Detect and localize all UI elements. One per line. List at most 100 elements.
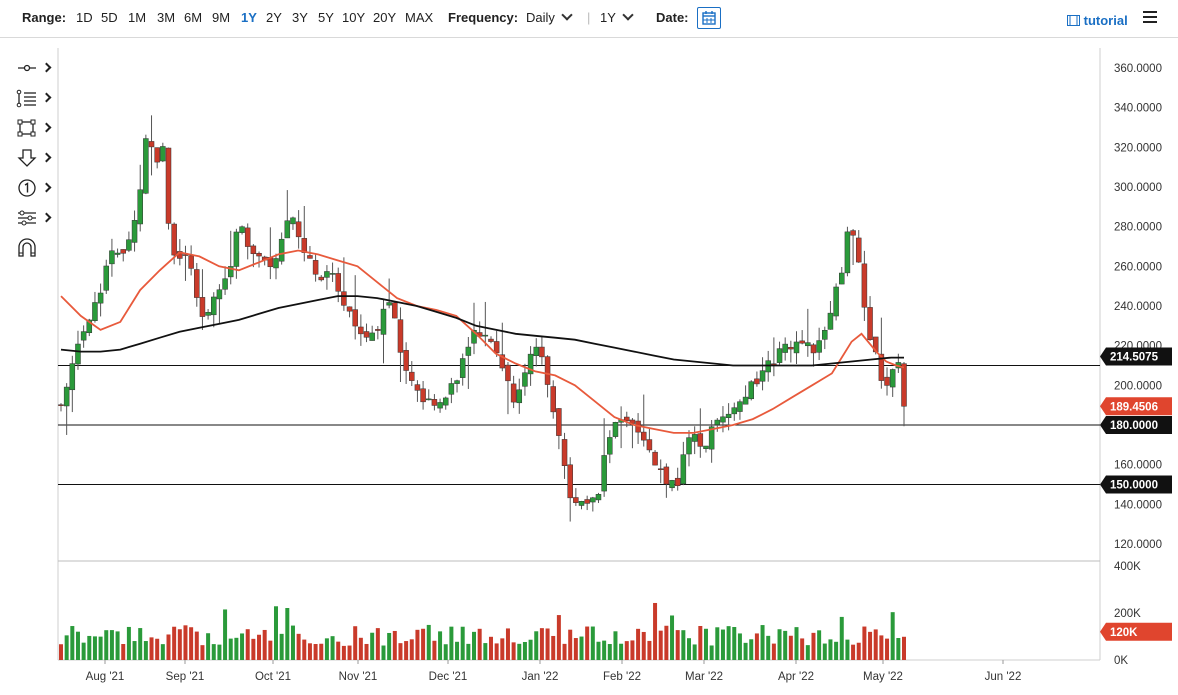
range-button-6m[interactable]: 6M <box>184 10 203 25</box>
volume-bar <box>505 628 510 660</box>
candle-body <box>737 401 743 412</box>
volume-bar <box>556 615 561 660</box>
volume-bar <box>822 643 827 660</box>
hamburger-menu-icon[interactable] <box>1143 11 1157 23</box>
level-price-tag: 180.0000 <box>1100 416 1172 434</box>
range-button-5d[interactable]: 5D <box>101 10 118 25</box>
volume-bar <box>545 628 550 660</box>
candle-body <box>329 273 336 275</box>
volume-bar <box>585 626 590 660</box>
candle-body <box>510 383 517 403</box>
candle-body <box>640 431 647 441</box>
candle-body <box>793 341 800 354</box>
range-button-9m[interactable]: 9M <box>212 10 231 25</box>
volume-bar <box>262 629 267 660</box>
candle-body <box>63 386 70 407</box>
arrow-marker-tool[interactable] <box>14 148 54 170</box>
range-button-1y[interactable]: 1Y <box>241 10 257 25</box>
volume-bar <box>155 638 160 660</box>
volume-bar <box>613 631 618 660</box>
range-button-3m[interactable]: 3M <box>157 10 176 25</box>
candle-body <box>114 252 121 255</box>
candle-body <box>754 378 760 385</box>
volume-bar <box>590 626 595 660</box>
volume-bar <box>602 640 607 660</box>
volume-bar <box>698 625 703 660</box>
volume-bar <box>115 631 120 660</box>
candle-body <box>590 497 596 503</box>
volume-bar <box>296 633 301 660</box>
price-tag-bg <box>1100 347 1172 366</box>
volume-bar <box>324 638 329 660</box>
candle-body <box>256 252 262 257</box>
range-button-1d[interactable]: 1D <box>76 10 93 25</box>
volume-bar <box>783 630 788 660</box>
candle-body <box>471 329 477 344</box>
price-tag-bg <box>1100 475 1172 494</box>
candle-body <box>420 388 426 403</box>
candle-body <box>595 494 602 501</box>
volume-bar <box>330 636 335 660</box>
candle-body <box>855 237 862 263</box>
x-tick-label: Apr '22 <box>778 671 814 683</box>
volume-bar <box>873 629 878 660</box>
volume-bar <box>268 640 273 660</box>
volume-bar <box>449 626 454 660</box>
range-button-2y[interactable]: 2Y <box>266 10 282 25</box>
number-marker-tool[interactable] <box>14 178 54 200</box>
range-button-3y[interactable]: 3Y <box>292 10 308 25</box>
volume-bar <box>87 635 92 660</box>
date-picker-button[interactable] <box>697 7 721 29</box>
candle-body <box>109 250 115 265</box>
candle-body <box>250 245 257 255</box>
range-button-1m[interactable]: 1M <box>128 10 147 25</box>
candle-body <box>703 445 709 449</box>
volume-bar <box>172 626 177 660</box>
candle-body <box>505 364 511 382</box>
volume-bar <box>687 638 692 660</box>
tutorial-link[interactable]: tutorial <box>1067 13 1128 28</box>
shapes-tool[interactable] <box>14 118 54 140</box>
volume-bar <box>528 639 533 660</box>
trend-lines-tool[interactable] <box>14 88 54 110</box>
period-select[interactable]: 1Y <box>600 9 634 26</box>
candle-body <box>556 408 562 436</box>
x-tick-label: Feb '22 <box>603 671 641 683</box>
candle-body <box>312 260 319 275</box>
crosshair-tool[interactable] <box>14 58 54 80</box>
candle-body <box>607 437 613 455</box>
candle-body <box>742 396 749 405</box>
range-button-5y[interactable]: 5Y <box>318 10 334 25</box>
candle-body <box>431 399 438 406</box>
candle-body <box>324 271 330 278</box>
candle-body <box>708 426 715 450</box>
magnet-tool[interactable] <box>14 238 54 260</box>
volume-bar <box>636 628 641 660</box>
x-tick-label: May '22 <box>863 671 903 683</box>
volume-bar <box>336 641 341 660</box>
frequency-select[interactable]: Daily <box>526 9 573 26</box>
range-button-max[interactable]: MAX <box>405 10 434 25</box>
candle-body <box>346 306 353 312</box>
volume-bar <box>432 640 437 660</box>
candle-body <box>103 265 110 291</box>
volume-bar <box>856 642 861 660</box>
range-button-20y[interactable]: 20Y <box>373 10 397 25</box>
volume-bar <box>364 643 369 660</box>
candles <box>58 115 907 522</box>
candle-body <box>522 372 528 387</box>
candle-body <box>714 419 721 425</box>
volume-bar <box>851 644 856 660</box>
candle-body <box>782 343 788 353</box>
price-tag-label: 189.4506 <box>1110 401 1158 413</box>
range-button-10y[interactable]: 10Y <box>342 10 366 25</box>
frequency-label: Frequency: <box>448 10 519 25</box>
indicator-settings-tool[interactable] <box>14 208 54 230</box>
volume-bar <box>313 644 318 660</box>
volume-bar <box>619 643 624 660</box>
candle-body <box>697 433 704 447</box>
shapes-icon <box>17 119 36 137</box>
x-tick-label: Dec '21 <box>429 671 468 683</box>
candle-body <box>725 413 732 418</box>
